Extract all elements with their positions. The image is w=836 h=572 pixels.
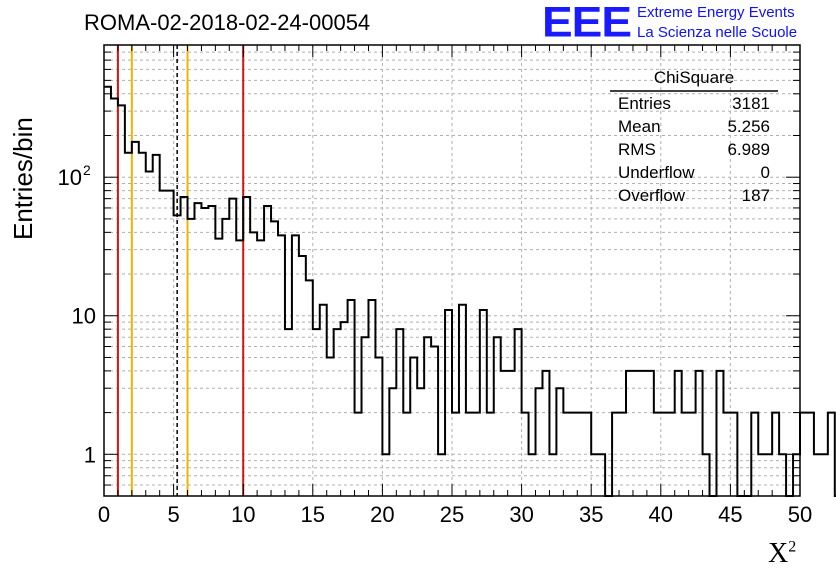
x-tick-label: 5 [167, 502, 179, 527]
x-tick-label: 10 [231, 502, 255, 527]
stats-value: 187 [741, 186, 770, 205]
stats-value: 0 [760, 163, 770, 182]
logo-line-1: Extreme Energy Events [637, 4, 795, 21]
x-axis-label-base: X [768, 538, 789, 569]
stats-key: Entries [618, 94, 671, 113]
x-tick-label: 40 [649, 502, 673, 527]
x-axis-label: X2 [768, 538, 796, 570]
x-tick-label: 50 [788, 502, 812, 527]
y-tick-label-sup: 2 [83, 162, 91, 178]
x-tick-label: 45 [718, 502, 742, 527]
y-tick-label: 10 [72, 304, 96, 329]
stats-value: 6.989 [727, 140, 770, 159]
stats-key: Overflow [618, 186, 686, 205]
y-tick-label: 1 [84, 442, 96, 467]
x-axis-label-sup: 2 [788, 538, 797, 556]
y-tick-label: 10 [58, 165, 82, 190]
eee-logo: EEE [542, 0, 632, 46]
stats-key: Mean [618, 117, 661, 136]
x-tick-label: 35 [579, 502, 603, 527]
x-tick-label: 25 [440, 502, 464, 527]
stats-value: 5.256 [727, 117, 770, 136]
chart-title: ROMA-02-2018-02-24-00054 [84, 10, 371, 35]
stats-key: Underflow [618, 163, 695, 182]
histogram-bars [104, 85, 836, 497]
x-tick-label: 0 [98, 502, 110, 527]
stats-value: 3181 [732, 94, 770, 113]
x-tick-label: 20 [370, 502, 394, 527]
stats-title: ChiSquare [653, 68, 735, 87]
stats-key: RMS [618, 140, 656, 159]
x-tick-label: 15 [301, 502, 325, 527]
x-tick-label: 30 [509, 502, 533, 527]
logo-line-2: La Scienza nelle Scuole [637, 24, 798, 41]
y-axis-label: Entries/bin [8, 117, 38, 240]
